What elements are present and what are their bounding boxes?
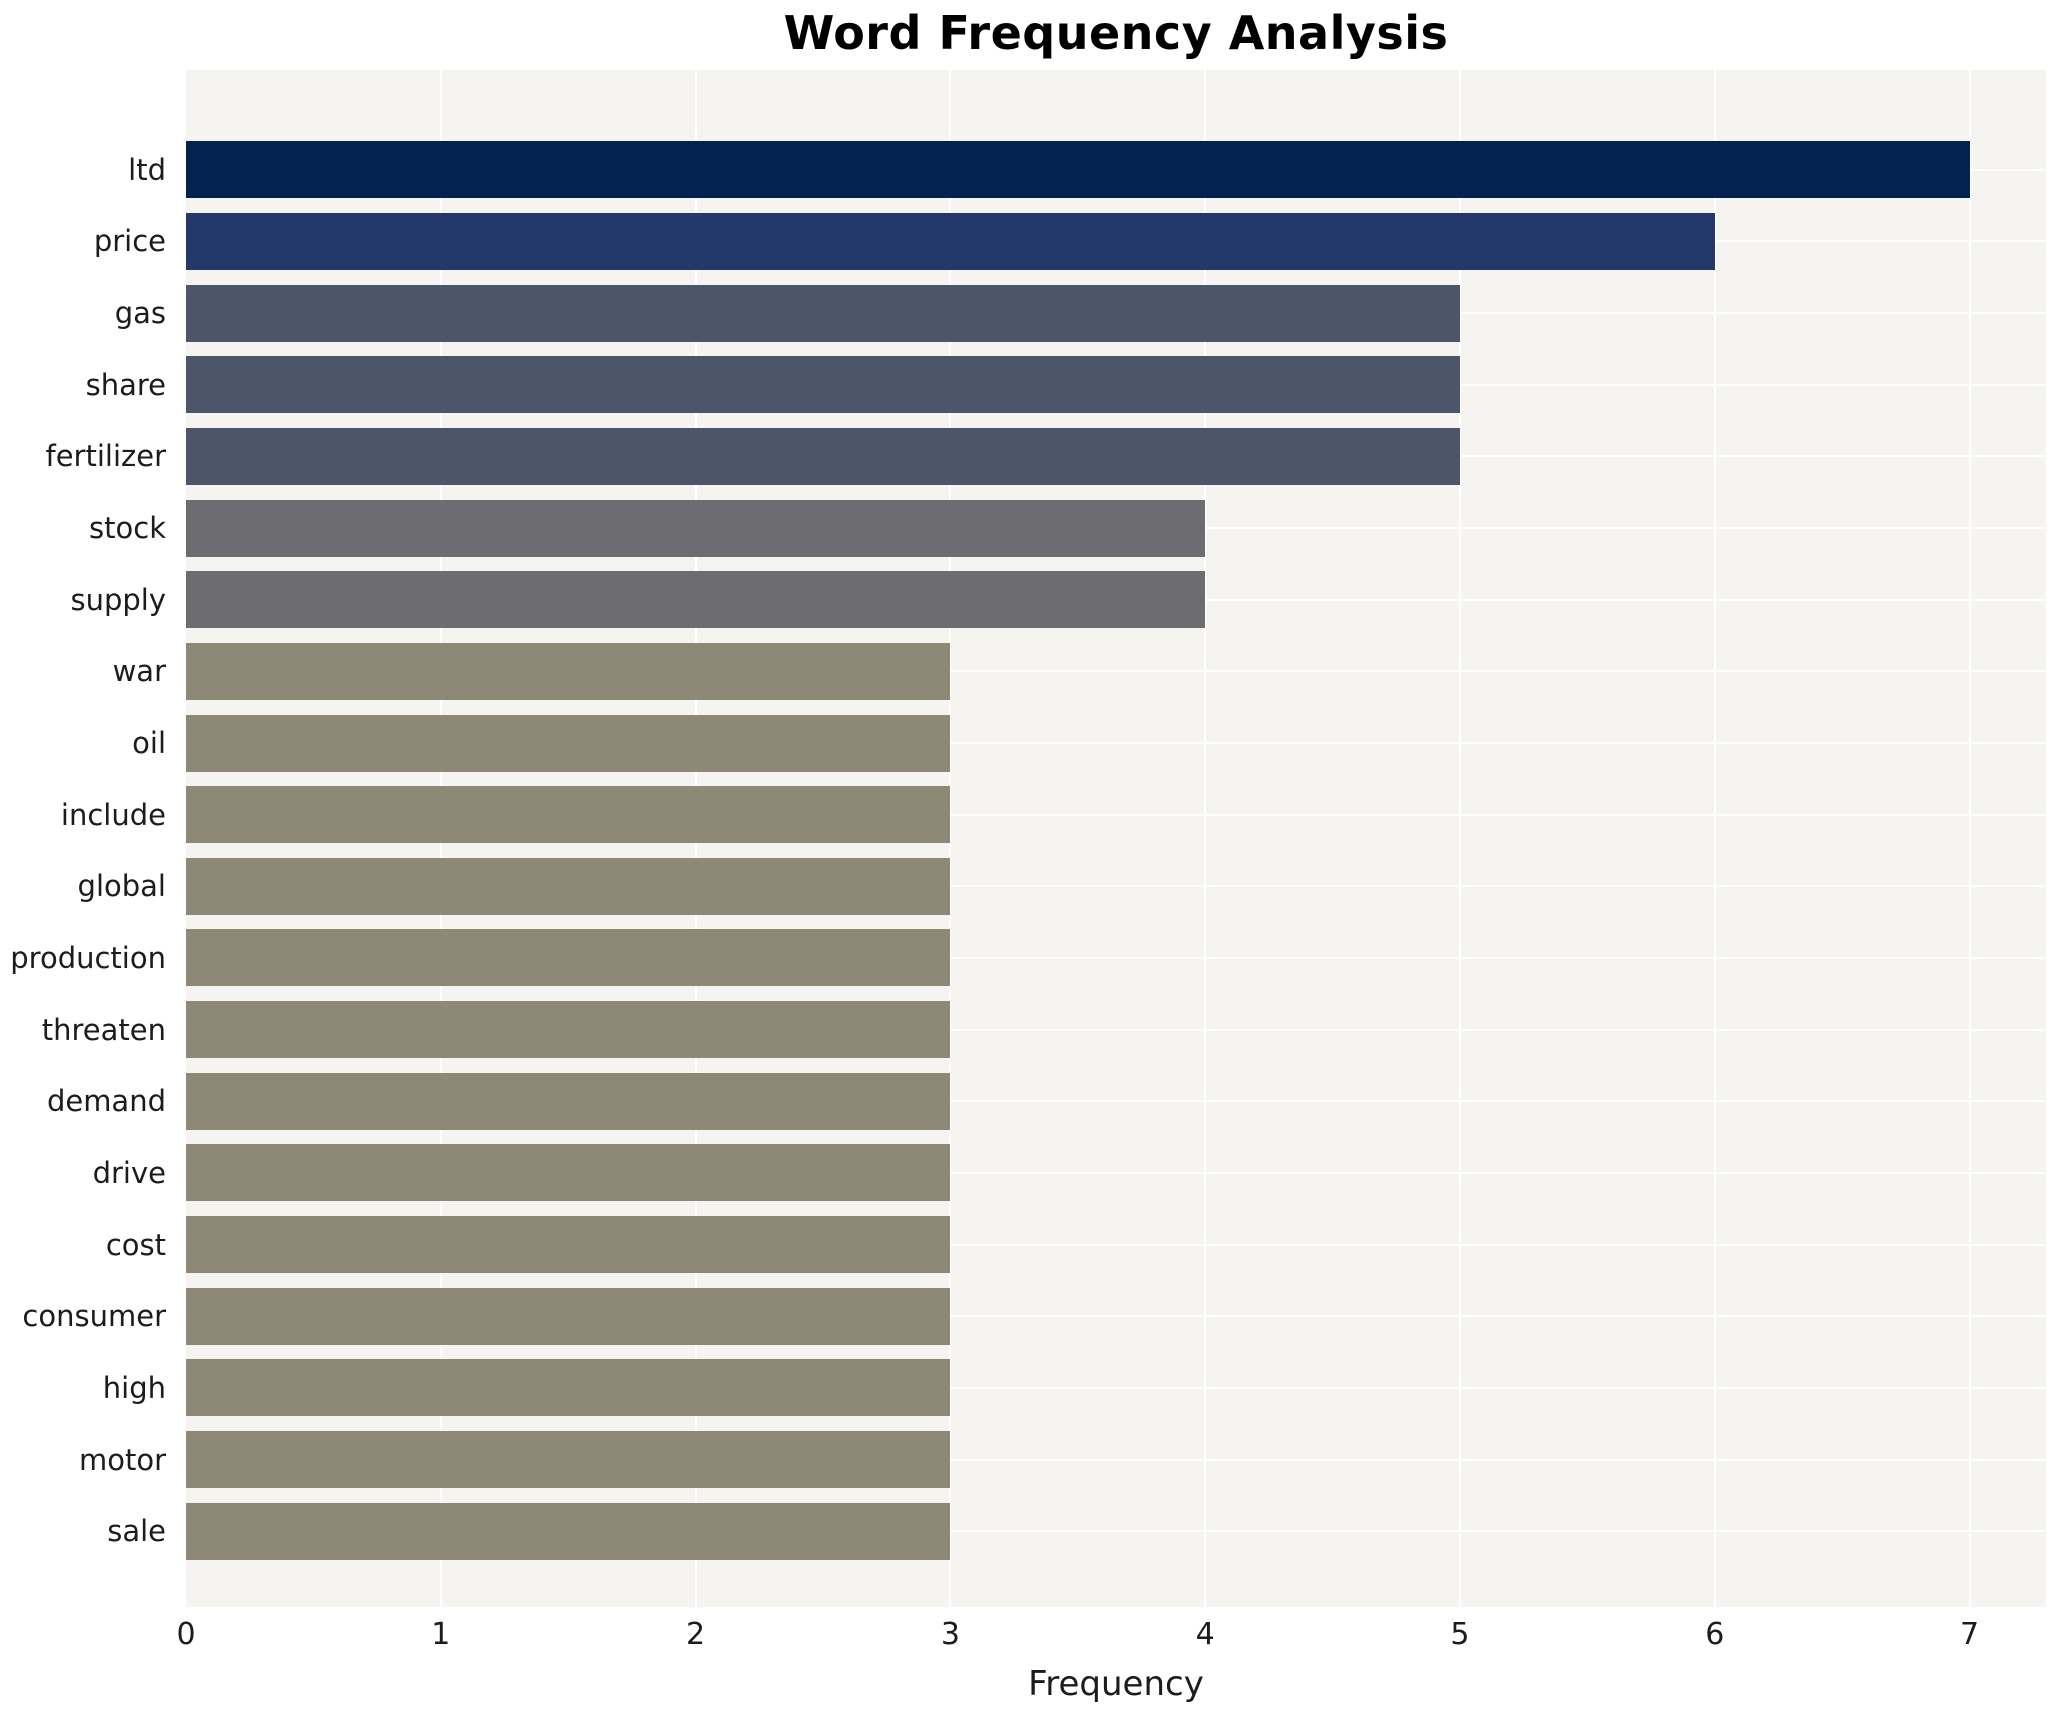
y-tick-label-consumer: consumer [22, 1299, 166, 1334]
x-axis-title: Frequency [1028, 1664, 1204, 1704]
y-tick-label-threaten: threaten [41, 1012, 166, 1047]
y-tick-label-high: high [102, 1370, 166, 1405]
horizontal-gridline [186, 1530, 2046, 1533]
bar-gas [186, 284, 1460, 342]
x-tick-label-0: 0 [176, 1617, 196, 1652]
horizontal-gridline [186, 885, 2046, 888]
bar-threaten [186, 1001, 951, 1059]
y-tick-label-stock: stock [89, 511, 166, 546]
x-tick-label-2: 2 [686, 1617, 706, 1652]
y-tick-label-fertilizer: fertilizer [45, 439, 166, 474]
bar-war [186, 642, 951, 700]
bar-sale [186, 1502, 951, 1560]
vertical-gridline [949, 70, 952, 1607]
y-tick-label-production: production [10, 940, 166, 975]
horizontal-gridline [186, 1458, 2046, 1461]
horizontal-gridline [186, 1243, 2046, 1246]
horizontal-gridline [186, 956, 2046, 959]
y-tick-label-share: share [85, 367, 166, 402]
bar-demand [186, 1072, 951, 1130]
y-axis-labels: ltd price gas share fertilizer stock supply war… [0, 70, 176, 1607]
x-axis-ticks: 0 1 2 3 4 5 6 7 [176, 1607, 2046, 1663]
y-tick-label-drive: drive [92, 1155, 166, 1190]
y-tick-label-oil: oil [132, 726, 166, 761]
vertical-gridline [1968, 70, 1971, 1607]
y-tick-label-gas: gas [114, 296, 166, 331]
bar-price [186, 212, 1715, 270]
bar-cost [186, 1216, 951, 1274]
y-tick-label-cost: cost [105, 1227, 166, 1262]
horizontal-gridline [186, 1028, 2046, 1031]
x-tick-label-1: 1 [431, 1617, 451, 1652]
horizontal-gridline [186, 742, 2046, 745]
x-tick-label-7: 7 [1960, 1617, 1980, 1652]
bar-drive [186, 1144, 951, 1202]
y-tick-label-motor: motor [78, 1442, 166, 1477]
bar-include [186, 786, 951, 844]
horizontal-gridline [186, 670, 2046, 673]
bar-high [186, 1359, 951, 1417]
x-tick-label-4: 4 [1195, 1617, 1215, 1652]
horizontal-gridline [186, 1171, 2046, 1174]
y-tick-label-global: global [77, 869, 166, 904]
y-tick-label-demand: demand [46, 1084, 166, 1119]
x-tick-label-3: 3 [940, 1617, 960, 1652]
horizontal-gridline [186, 1100, 2046, 1103]
x-tick-label-5: 5 [1450, 1617, 1470, 1652]
bar-ltd [186, 141, 1970, 199]
horizontal-gridline [186, 1386, 2046, 1389]
bar-production [186, 929, 951, 987]
chart-title: Word Frequency Analysis [783, 6, 1449, 60]
bar-global [186, 857, 951, 915]
y-tick-label-sale: sale [107, 1514, 166, 1549]
horizontal-gridline [186, 1315, 2046, 1318]
y-tick-label-include: include [60, 797, 166, 832]
bar-motor [186, 1431, 951, 1489]
horizontal-gridline [186, 813, 2046, 816]
bar-share [186, 356, 1460, 414]
y-tick-label-supply: supply [70, 582, 166, 617]
bar-stock [186, 499, 1206, 557]
y-tick-label-price: price [93, 224, 166, 259]
bar-consumer [186, 1287, 951, 1345]
bar-oil [186, 714, 951, 772]
bar-fertilizer [186, 427, 1460, 485]
y-tick-label-war: war [112, 654, 166, 689]
y-tick-label-ltd: ltd [128, 152, 166, 187]
plot-area [186, 70, 2046, 1607]
vertical-gridline [1713, 70, 1716, 1607]
vertical-gridline [1458, 70, 1461, 1607]
vertical-gridline [1204, 70, 1207, 1607]
bar-supply [186, 571, 1206, 629]
x-tick-label-6: 6 [1705, 1617, 1725, 1652]
